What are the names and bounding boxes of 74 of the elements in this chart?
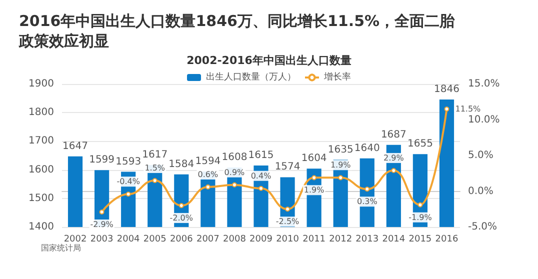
data-label: 1.9% bbox=[304, 186, 325, 195]
data-label: 1604 bbox=[301, 153, 327, 164]
x-tick-label: 2014 bbox=[382, 234, 406, 244]
x-tick-label: 2011 bbox=[302, 234, 326, 244]
x-tick-label: 2012 bbox=[329, 234, 352, 244]
data-label: 0.6% bbox=[198, 170, 218, 179]
legend-label: 出生人口数量（万人） bbox=[206, 72, 296, 82]
y-tick-label: 1400 bbox=[28, 222, 54, 232]
y2-tick-label: 0.0% bbox=[468, 186, 494, 197]
data-label: -2.0% bbox=[170, 214, 194, 223]
point bbox=[444, 106, 450, 112]
point bbox=[391, 168, 396, 174]
point bbox=[364, 186, 370, 192]
x-tick-label: 2013 bbox=[356, 234, 379, 244]
data-label: 0.4% bbox=[250, 171, 272, 180]
point bbox=[258, 186, 264, 191]
data-label: 1617 bbox=[142, 149, 168, 160]
data-label: 0.3% bbox=[356, 197, 378, 206]
x-tick-label: 2008 bbox=[223, 234, 246, 244]
data-label: 1687 bbox=[380, 129, 406, 140]
point bbox=[418, 202, 423, 208]
point bbox=[232, 182, 237, 188]
y-tick-label: 1500 bbox=[28, 192, 54, 204]
chart-subtitle: 2002-2016年中国出生人口数量 bbox=[186, 54, 352, 67]
data-label: 1635 bbox=[328, 144, 354, 156]
data-label: 1599 bbox=[89, 154, 115, 166]
x-tick-label: 2016 bbox=[435, 234, 458, 244]
x-tick-label: 2004 bbox=[116, 234, 140, 244]
data-label: 1574 bbox=[274, 162, 300, 173]
data-label: 1.5% bbox=[144, 164, 166, 173]
x-tick-label: 2015 bbox=[408, 234, 432, 244]
data-label: 2.9% bbox=[384, 154, 404, 163]
text: 国家统计局 bbox=[41, 244, 81, 252]
x-tick-label: 2005 bbox=[143, 234, 166, 244]
y2-tick-label: -5.0% bbox=[468, 222, 498, 232]
x-tick-label: 2003 bbox=[90, 234, 114, 244]
point bbox=[126, 192, 131, 197]
point bbox=[178, 203, 184, 208]
point bbox=[338, 175, 344, 180]
legend-label: 增长率 bbox=[323, 72, 351, 82]
data-label: 1584 bbox=[168, 158, 194, 170]
data-label: 1640 bbox=[354, 142, 380, 154]
x-tick-label: 2006 bbox=[170, 234, 194, 244]
data-label: 1608 bbox=[222, 152, 248, 164]
data-label: 1655 bbox=[407, 138, 433, 150]
x-tick-label: 2009 bbox=[250, 234, 273, 244]
point bbox=[312, 175, 317, 180]
y2-tick-label: 10.0% bbox=[468, 114, 500, 126]
chart-title: 2016年中国出生人口数量1846万、同比增长11.5%，全面二胎政策效应初显 bbox=[18, 12, 456, 50]
data-label: 0.9% bbox=[224, 168, 246, 177]
data-label: -0.4% bbox=[116, 177, 140, 186]
data-label: 1647 bbox=[62, 140, 88, 152]
y-tick-label: 1900 bbox=[28, 78, 54, 90]
data-label: 1615 bbox=[248, 150, 274, 162]
y2-tick-label: 15.0% bbox=[468, 78, 500, 90]
x-tick-label: 2010 bbox=[276, 234, 300, 244]
y2-tick-label: 5.0% bbox=[468, 150, 494, 161]
y-tick-label: 1700 bbox=[28, 136, 54, 147]
point bbox=[99, 209, 104, 214]
data-label: -2.9% bbox=[90, 220, 114, 229]
data-label: 1594 bbox=[195, 156, 221, 168]
data-label: 1846 bbox=[434, 84, 460, 95]
point bbox=[205, 184, 210, 190]
data-label: -2.5% bbox=[276, 217, 300, 226]
data-label: 1.9% bbox=[330, 160, 352, 170]
x-tick-label: 2007 bbox=[196, 234, 220, 244]
point bbox=[285, 206, 290, 212]
data-label: -1.9% bbox=[408, 212, 432, 222]
y-tick-label: 1600 bbox=[28, 164, 54, 176]
y-tick-label: 1800 bbox=[28, 107, 54, 118]
x-tick-label: 2002 bbox=[64, 234, 87, 244]
data-label: 1593 bbox=[116, 156, 142, 168]
point bbox=[152, 178, 158, 184]
data-label: 11.5% bbox=[455, 104, 482, 114]
